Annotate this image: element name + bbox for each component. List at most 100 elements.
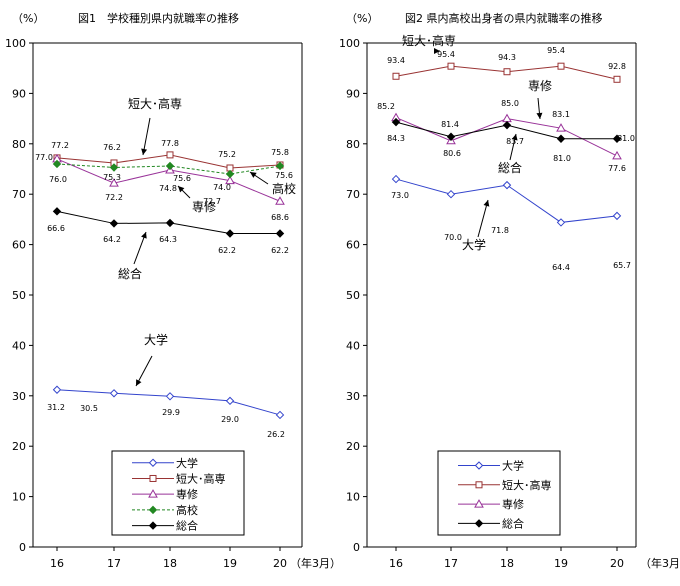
data-label: 71.8 bbox=[491, 226, 509, 235]
y-axis-label: （%） bbox=[346, 12, 378, 25]
data-label: 77.2 bbox=[51, 141, 69, 150]
series-line bbox=[56, 163, 281, 175]
series-3: 77.0 72.2 74.8 72.7 68.6 bbox=[35, 153, 289, 222]
data-label: 77.8 bbox=[161, 139, 179, 148]
data-label: 64.2 bbox=[103, 235, 121, 244]
data-point bbox=[557, 62, 565, 70]
legend-item: 大学 bbox=[458, 458, 524, 472]
x-tick-label: 20 bbox=[610, 557, 624, 570]
series-5: 66.6 64.2 64.3 62.2 62.2 bbox=[47, 207, 289, 255]
data-label: 31.2 bbox=[47, 403, 65, 412]
data-point bbox=[109, 178, 119, 187]
legend-marker bbox=[148, 489, 158, 498]
annotation-label: 総合 bbox=[118, 266, 142, 281]
data-point bbox=[225, 396, 235, 406]
legend-item: 短大･高専 bbox=[458, 478, 552, 492]
data-label: 94.3 bbox=[498, 53, 516, 62]
data-label: 29.9 bbox=[162, 408, 180, 417]
data-point bbox=[225, 229, 235, 238]
data-label: 76.0 bbox=[49, 175, 67, 184]
data-label: 68.6 bbox=[271, 213, 289, 222]
data-label: 81.0 bbox=[553, 154, 571, 163]
annotation-label: 高校 bbox=[272, 181, 296, 196]
annotation-pointer bbox=[477, 199, 489, 238]
data-point bbox=[109, 163, 119, 172]
legend-marker bbox=[474, 499, 484, 508]
legend-item: 短大･高専 bbox=[132, 471, 226, 485]
data-label: 77.0 bbox=[35, 153, 53, 162]
legend-marker bbox=[474, 519, 484, 528]
data-point bbox=[503, 68, 511, 76]
chart-panel-2: 図2 県内高校出身者の県内就職率の推移 （%） （年3月） 0 10 20 30 40 50 60… bbox=[339, 11, 680, 570]
data-point bbox=[109, 389, 119, 398]
y-tick-label: 30 bbox=[346, 390, 360, 403]
y-tick-label: 70 bbox=[12, 188, 26, 201]
data-label: 75.8 bbox=[271, 148, 289, 157]
series-4: 76.0 75.3 75.6 74.0 75.6 bbox=[49, 159, 293, 192]
legend-marker bbox=[148, 505, 158, 515]
y-tick-label: 100 bbox=[5, 37, 26, 50]
data-label: 85.2 bbox=[377, 102, 395, 111]
data-point bbox=[275, 410, 285, 420]
data-point bbox=[225, 169, 235, 179]
legend-item: 総合 bbox=[132, 519, 198, 533]
data-label: 64.3 bbox=[159, 235, 177, 244]
legend-label: 大学 bbox=[502, 458, 524, 472]
legend-item: 専修 bbox=[132, 487, 198, 501]
data-point bbox=[556, 123, 566, 132]
data-label: 83.7 bbox=[506, 137, 524, 146]
data-point bbox=[502, 180, 512, 190]
data-point bbox=[392, 72, 400, 80]
data-point bbox=[391, 117, 401, 127]
y-tick-label: 80 bbox=[12, 138, 26, 151]
data-point bbox=[275, 161, 285, 171]
series-1: 73.0 70.0 71.8 64.4 65.7 bbox=[391, 174, 631, 272]
annotation-arrowhead bbox=[511, 134, 518, 141]
y-tick-label: 10 bbox=[346, 491, 360, 504]
annotation-label: 短大･高専 bbox=[128, 96, 182, 111]
y-tick-label: 60 bbox=[346, 239, 360, 252]
data-label: 75.2 bbox=[218, 150, 236, 159]
data-label: 93.4 bbox=[387, 56, 405, 65]
annotation-arrowhead bbox=[141, 148, 148, 155]
data-label: 62.2 bbox=[218, 246, 236, 255]
annotation-label: 短大･高専 bbox=[402, 33, 456, 48]
legend-item: 高校 bbox=[132, 503, 198, 517]
x-tick-label: 16 bbox=[50, 557, 64, 570]
data-label: 95.4 bbox=[437, 50, 455, 59]
data-point bbox=[52, 207, 62, 216]
x-tick-label: 17 bbox=[444, 557, 458, 570]
data-label: 74.8 bbox=[159, 184, 177, 193]
data-point bbox=[612, 211, 622, 221]
y-axis-label: （%） bbox=[12, 12, 44, 25]
data-label: 64.4 bbox=[552, 263, 570, 272]
legend-label: 短大･高専 bbox=[502, 478, 552, 492]
chart-title: 図1 学校種別県内就職率の推移 bbox=[78, 11, 239, 25]
data-point bbox=[613, 75, 621, 83]
legend-box bbox=[111, 450, 245, 536]
data-label: 73.0 bbox=[391, 191, 409, 200]
y-tick-label: 30 bbox=[12, 390, 26, 403]
data-label: 83.1 bbox=[552, 110, 570, 119]
data-point bbox=[165, 218, 175, 228]
legend-marker bbox=[148, 521, 158, 530]
data-label: 75.6 bbox=[173, 174, 191, 183]
data-point bbox=[275, 196, 285, 205]
data-point bbox=[502, 113, 512, 123]
legend-item: 大学 bbox=[132, 456, 198, 470]
series-4: 84.3 81.4 83.7 81.0 81.0 bbox=[387, 117, 635, 163]
data-label: 66.6 bbox=[47, 224, 65, 233]
x-axis-unit-label: （年3月） bbox=[290, 556, 341, 570]
data-point bbox=[165, 161, 175, 171]
chart-title: 図2 県内高校出身者の県内就職率の推移 bbox=[405, 11, 603, 25]
y-tick-label: 0 bbox=[19, 541, 26, 554]
data-point bbox=[225, 175, 235, 185]
y-tick-label: 50 bbox=[12, 289, 26, 302]
y-tick-label: 50 bbox=[346, 289, 360, 302]
data-label: 75.6 bbox=[275, 171, 293, 180]
data-label: 76.2 bbox=[103, 143, 121, 152]
data-point bbox=[446, 132, 456, 141]
data-point bbox=[447, 62, 455, 70]
data-label: 72.2 bbox=[105, 193, 123, 202]
